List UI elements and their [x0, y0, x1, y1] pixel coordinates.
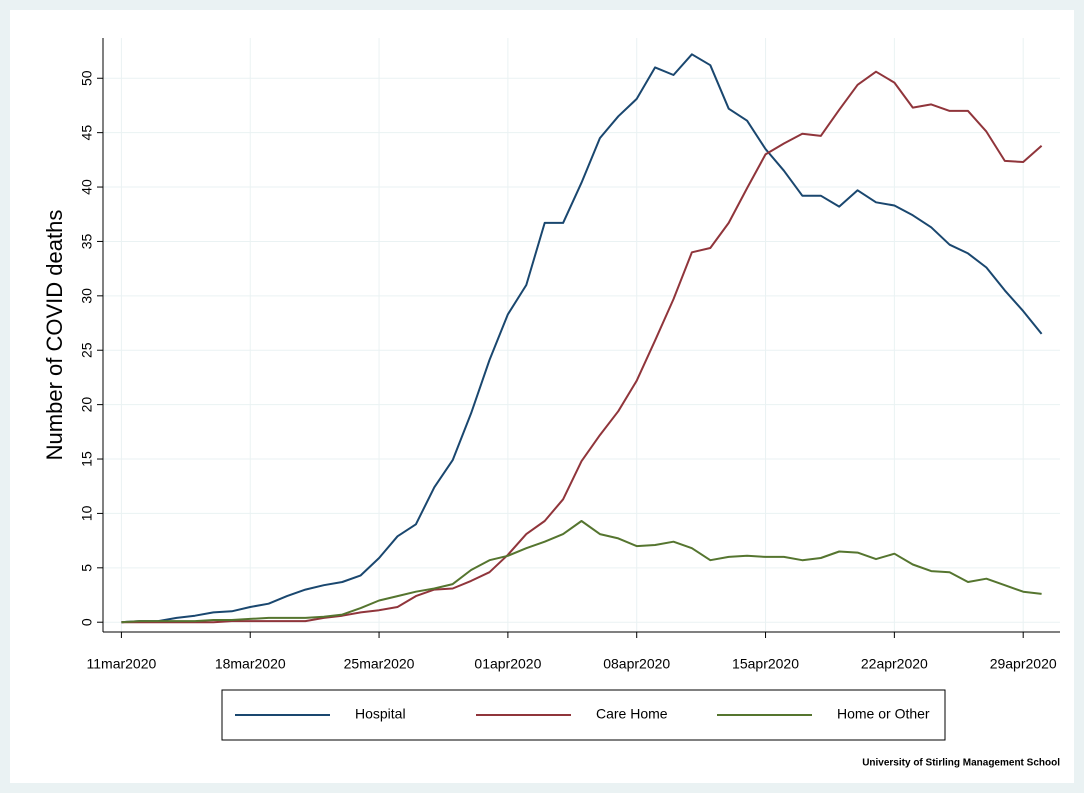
y-tick-label: 25	[79, 342, 95, 358]
line-series	[121, 53, 1043, 624]
x-tick-label: 25mar2020	[344, 656, 415, 672]
y-tick-label: 15	[79, 451, 95, 467]
legend-label: Care Home	[596, 706, 668, 722]
y-tick-label: 30	[79, 288, 95, 304]
plot-region	[103, 38, 1060, 632]
y-tick-label: 0	[79, 618, 95, 626]
legend-label: Hospital	[355, 706, 406, 722]
y-tick-label: 50	[79, 70, 95, 86]
x-tick-label: 15apr2020	[732, 656, 799, 672]
x-tick-label: 18mar2020	[215, 656, 286, 672]
y-tick-label: 20	[79, 397, 95, 413]
y-tick-label: 40	[79, 179, 95, 195]
note: University of Stirling Management School	[862, 758, 1060, 769]
line-series	[121, 520, 1042, 624]
y-tick-label: 45	[79, 125, 95, 141]
y-axis-title: Number of COVID deaths	[42, 210, 67, 461]
y-tick-label: 10	[79, 505, 95, 521]
y-tick-label: 5	[79, 564, 95, 572]
x-tick-label: 29apr2020	[990, 656, 1057, 672]
y-tick-label: 35	[79, 233, 95, 249]
legend-box	[221, 689, 946, 741]
x-tick-label: 22apr2020	[861, 656, 928, 672]
x-tick-label: 01apr2020	[474, 656, 541, 672]
legend-label: Home or Other	[837, 706, 930, 722]
x-tick-label: 08apr2020	[603, 656, 670, 672]
x-tick-label: 11mar2020	[87, 656, 157, 672]
line-series	[121, 70, 1043, 624]
